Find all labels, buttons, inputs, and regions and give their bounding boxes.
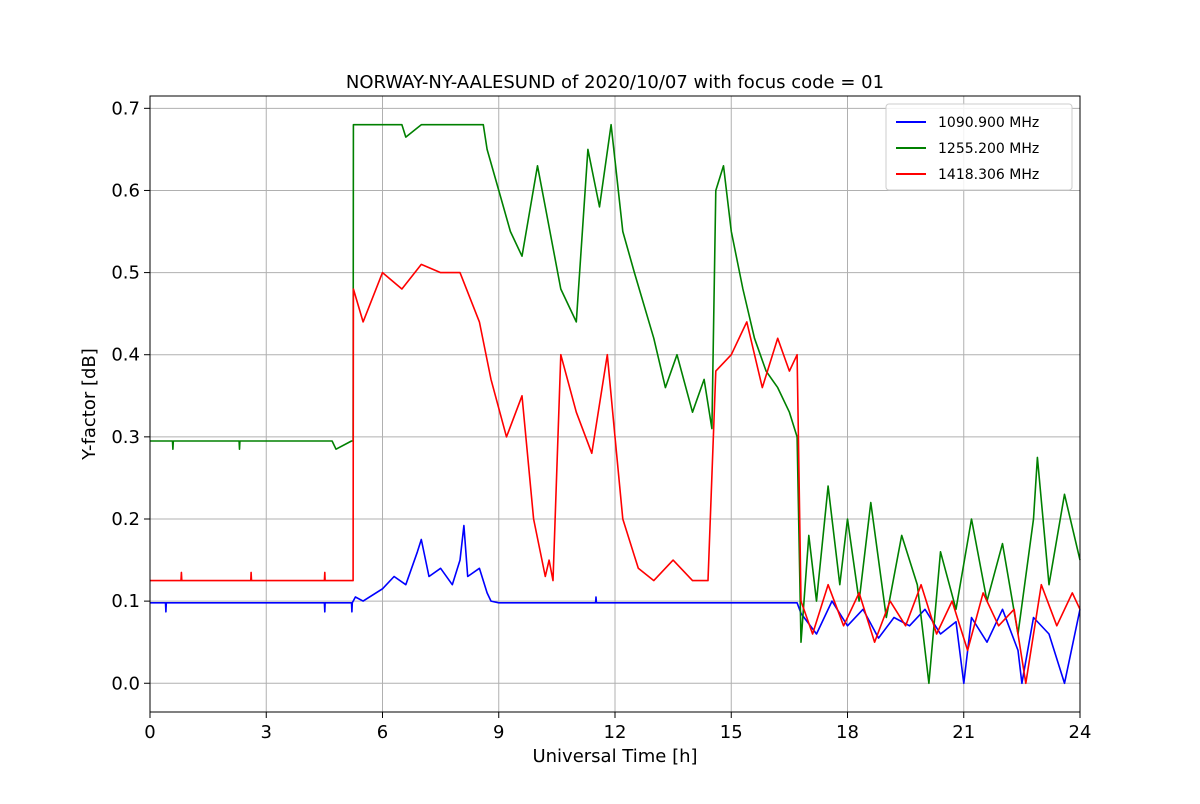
x-tick-label: 6 bbox=[377, 722, 388, 743]
series-line-2 bbox=[150, 123, 1081, 685]
legend-label: 1090.900 MHz bbox=[938, 115, 1039, 131]
y-tick-label: 0.6 bbox=[111, 180, 140, 201]
x-tick-label: 18 bbox=[836, 722, 859, 743]
chart-title: NORWAY-NY-AALESUND of 2020/10/07 with fo… bbox=[346, 72, 884, 93]
x-tick-label: 21 bbox=[952, 722, 975, 743]
y-tick-label: 0.0 bbox=[111, 673, 140, 694]
x-tick-label: 24 bbox=[1069, 722, 1092, 743]
y-tick-label: 0.2 bbox=[111, 509, 140, 530]
y-axis-label: Y-factor [dB] bbox=[79, 348, 100, 461]
series-line-1 bbox=[150, 524, 1081, 685]
y-tick-label: 0.5 bbox=[111, 263, 140, 284]
x-axis-label: Universal Time [h] bbox=[532, 746, 697, 767]
y-tick-label: 0.7 bbox=[111, 98, 140, 119]
legend-label: 1255.200 MHz bbox=[938, 141, 1039, 157]
x-tick-label: 3 bbox=[261, 722, 272, 743]
legend-label: 1418.306 MHz bbox=[938, 167, 1039, 183]
y-tick-label: 0.3 bbox=[111, 427, 140, 448]
y-tick-label: 0.4 bbox=[111, 345, 140, 366]
x-tick-label: 15 bbox=[720, 722, 743, 743]
x-tick-label: 0 bbox=[144, 722, 155, 743]
series-lines bbox=[150, 123, 1081, 685]
x-tick-label: 12 bbox=[604, 722, 627, 743]
legend: 1090.900 MHz 1255.200 MHz 1418.306 MHz bbox=[885, 103, 1073, 191]
y-tick-label: 0.1 bbox=[111, 591, 140, 612]
axis-ticks: 0 3 6 9 12 15 18 21 24 0.0 0.1 0.2 0.3 0.4 0.5 0.6 0.7 bbox=[111, 98, 1091, 743]
legend-box bbox=[885, 103, 1073, 191]
x-tick-label: 9 bbox=[493, 722, 504, 743]
series-line-3 bbox=[150, 263, 1081, 685]
